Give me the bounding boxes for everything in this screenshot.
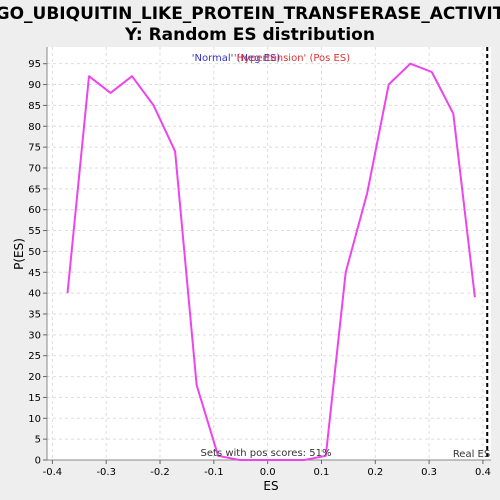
y-tick-label: 85 [28,101,41,112]
y-tick-label: 10 [28,414,41,425]
y-tick-label: 55 [28,226,41,237]
real-es-label: Real ES [453,449,490,460]
y-tick-label: 0 [35,456,41,467]
y-tick-label: 45 [28,268,41,279]
chart-title-line1: GO_UBIQUITIN_LIKE_PROTEIN_TRANSFERASE_AC… [0,4,500,24]
y-tick-label: 95 [28,59,41,70]
x-tick-label: -0.2 [150,467,170,478]
legend-normal-neg-es: 'Normal' (Neg ES) [192,53,281,64]
x-tick-label: 0.1 [314,467,330,478]
x-tick-label: 0.2 [367,467,383,478]
plot-area [47,47,491,460]
series-layer [66,62,476,461]
y-tick-label: 90 [28,80,41,91]
y-tick-label: 60 [28,205,41,216]
legend-hypertension-pos-es: 'Hypertension' (Pos ES) [234,53,350,64]
y-tick-label: 15 [28,393,41,404]
x-tick-label: 0.4 [475,467,491,478]
axes: 0 5 10 15 20 25 30 35 40 45 50 55 60 65 70 75 80 85 90 95 -0… [28,47,491,478]
y-tick-label: 70 [28,163,41,174]
y-tick-label: 40 [28,289,41,300]
x-tick-label: 0.3 [421,467,437,478]
y-tick-label: 25 [28,351,41,362]
y-tick-label: 80 [28,122,41,133]
es-distribution-line [66,62,476,461]
y-tick-label: 5 [35,435,41,446]
x-tick-label: 0.0 [260,467,276,478]
x-tick-label: -0.4 [43,467,63,478]
x-axis-label: ES [263,479,278,493]
x-tick-label: -0.1 [204,467,224,478]
y-tick-label: 35 [28,309,41,320]
y-axis-label: P(ES) [12,238,26,270]
grid-lines [47,47,491,461]
chart-title-line2: Y: Random ES distribution [124,25,375,45]
x-tick-label: -0.3 [96,467,116,478]
y-tick-label: 75 [28,143,41,154]
y-tick-label: 30 [28,330,41,341]
y-tick-label: 20 [28,372,41,383]
pos-scores-annotation: Sets with pos scores: 51% [201,448,332,459]
y-tick-label: 50 [28,247,41,258]
y-tick-label: 65 [28,184,41,195]
